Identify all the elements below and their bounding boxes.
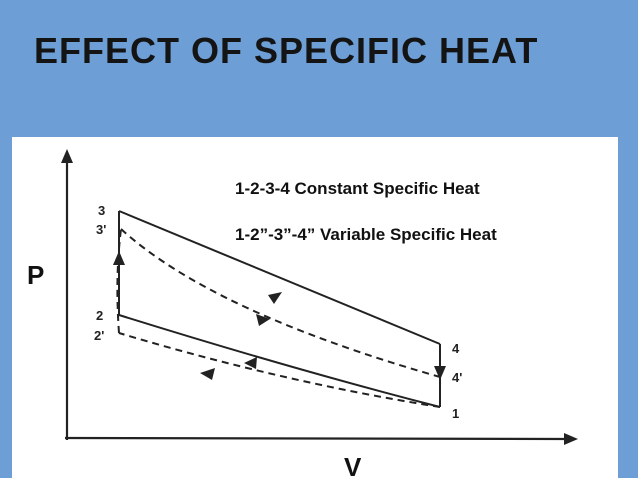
point-label-4prime: 4' — [452, 370, 462, 385]
diagram-panel: 3 3' 2 2' 4 4' 1 1-2-3-4 Constant Specif… — [12, 137, 618, 478]
point-label-3prime: 3' — [96, 222, 106, 237]
arrow-expansion-3-4 — [268, 292, 282, 304]
legend-variable-specific-heat: 1-2”-3”-4” Variable Specific Heat — [235, 225, 497, 244]
legend-constant-specific-heat: 1-2-3-4 Constant Specific Heat — [235, 179, 480, 198]
pv-diagram: 3 3' 2 2' 4 4' 1 1-2-3-4 Constant Specif… — [27, 149, 578, 478]
x-axis — [64, 436, 568, 441]
expansion-curve-3-4 — [118, 210, 441, 345]
x-axis-label: V — [344, 452, 362, 478]
arrow-compression-1-2 — [244, 357, 257, 369]
expansion-curve-3prime-4prime — [120, 228, 441, 378]
point-label-3: 3 — [98, 203, 105, 218]
slide-title: EFFECT OF SPECIFIC HEAT — [34, 30, 539, 71]
point-label-2prime: 2' — [94, 328, 104, 343]
y-axis-label: P — [27, 260, 44, 290]
arrow-down-4-4prime — [434, 366, 446, 380]
point-label-4: 4 — [452, 341, 460, 356]
compression-curve-1-2prime — [118, 332, 441, 408]
arrow-expansion-3prime-4prime — [256, 314, 270, 326]
right-border-strip — [618, 137, 638, 478]
compression-curve-1-2 — [118, 314, 441, 408]
heat-addition-curve-2prime-3prime — [116, 228, 122, 334]
point-label-2: 2 — [96, 308, 103, 323]
x-axis-arrowhead — [564, 433, 578, 445]
point-label-1: 1 — [452, 406, 459, 421]
arrow-compression-1-2prime — [200, 368, 215, 380]
arrow-up-2-3 — [113, 251, 125, 265]
y-axis-arrowhead — [61, 149, 73, 163]
